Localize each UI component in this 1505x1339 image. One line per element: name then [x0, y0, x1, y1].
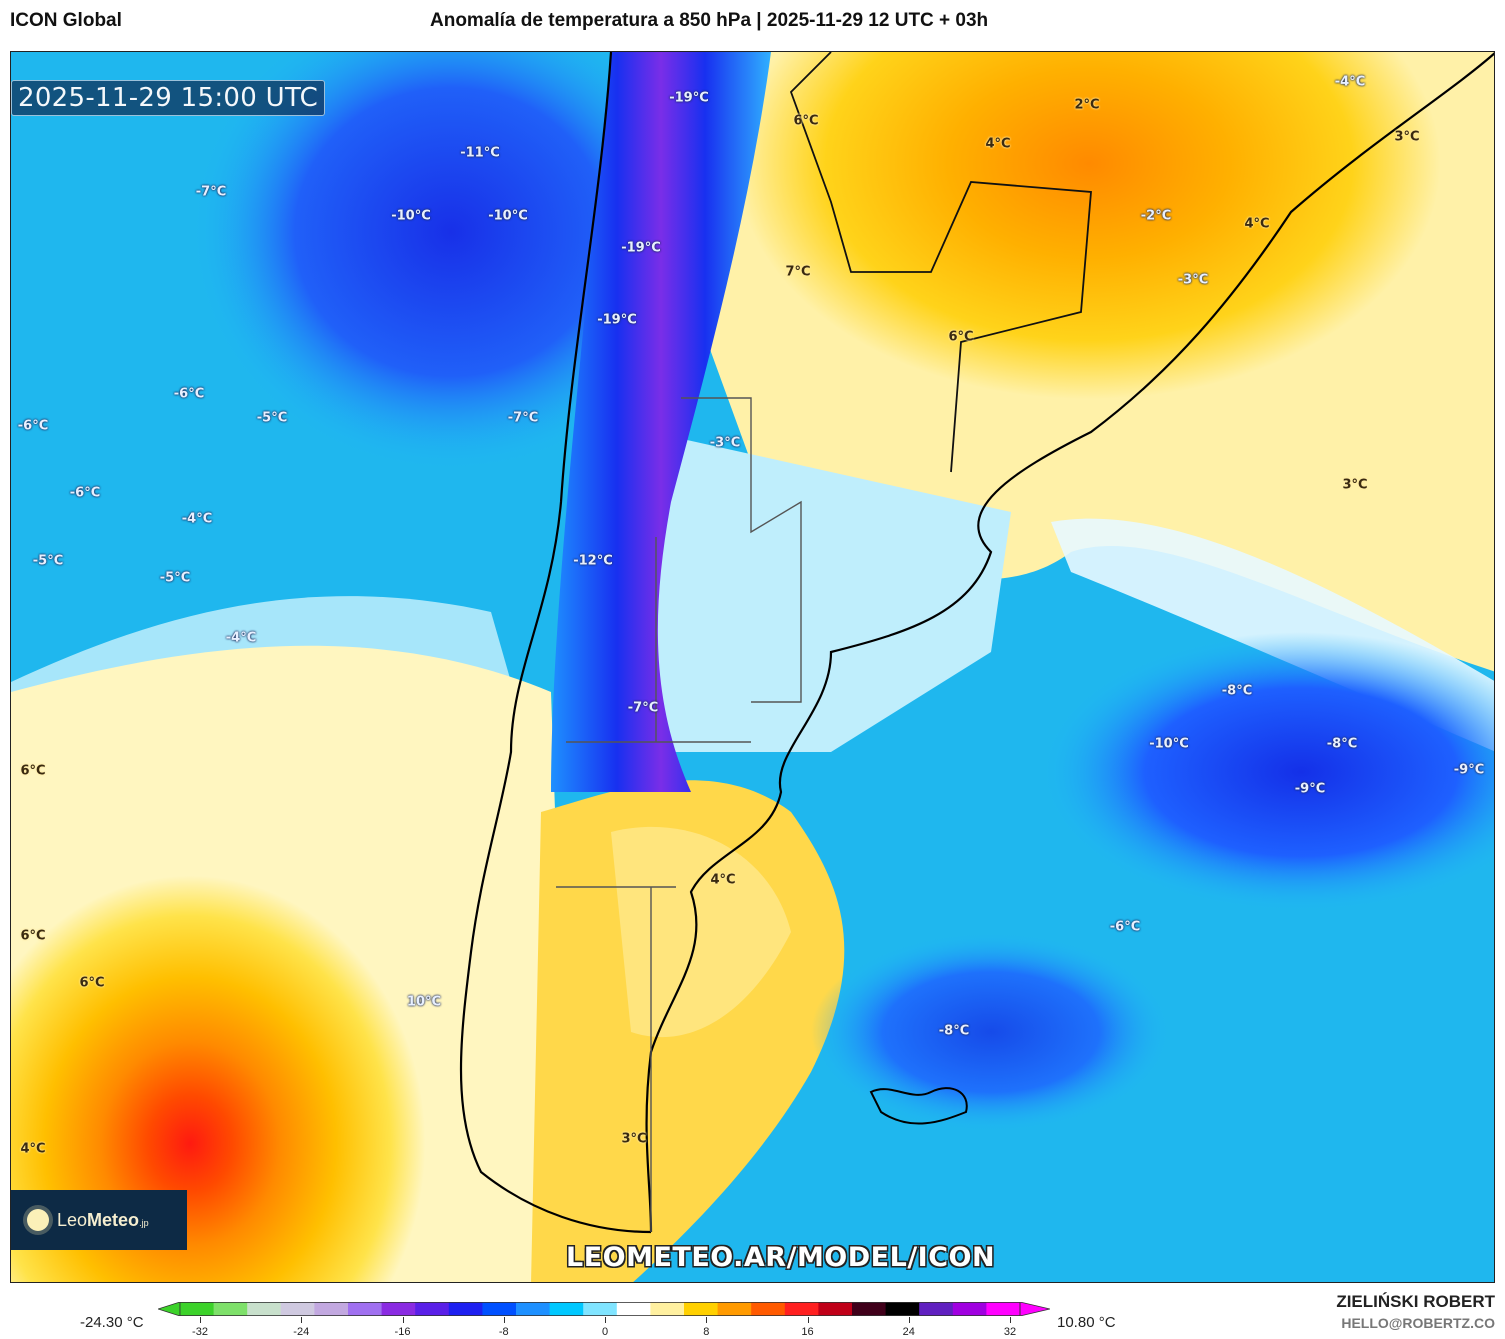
colorbar-max-label: 10.80 °C [1057, 1314, 1116, 1331]
colorbar-tick-label: -8 [498, 1326, 509, 1338]
colorbar-gradient [158, 1302, 1050, 1316]
contour-label: -5°C [256, 410, 288, 426]
contour-label: 10°C [406, 994, 442, 1010]
contour-label: -9°C [1453, 762, 1485, 778]
contour-label: 6°C [948, 329, 974, 345]
contour-label: 3°C [1394, 129, 1420, 145]
chart-title: Anomalía de temperatura a 850 hPa | 2025… [430, 10, 989, 31]
valid-time-badge: 2025-11-29 15:00 UTC [11, 80, 326, 116]
author-email[interactable]: HELLO@ROBERTZ.CO [1341, 1315, 1495, 1331]
colorbar: -24.30 °C -32 -24 -16 -8 0 8 16 24 32 10.80 °C [0, 1290, 1505, 1339]
contour-label: 4°C [985, 136, 1011, 152]
contour-label: 4°C [1244, 216, 1270, 232]
contour-label: -10°C [488, 208, 528, 224]
contour-label: 6°C [20, 763, 46, 779]
contour-label: -11°C [460, 145, 500, 161]
logo-text: LeoMeteo.jp [57, 1209, 149, 1230]
contour-label: -9°C [1294, 781, 1326, 797]
author-credit: ZIELIŃSKI ROBERT HELLO@ROBERTZ.CO [1336, 1292, 1495, 1331]
contour-label: -4°C [181, 511, 213, 527]
colorbar-tick-mark [402, 1317, 404, 1323]
colorbar-tick-label: 0 [601, 1326, 609, 1338]
colorbar-tick-label: -24 [293, 1326, 310, 1338]
colorbar-tick-mark [301, 1317, 303, 1323]
contour-label: 2°C [1074, 97, 1100, 113]
contour-label: -10°C [1149, 736, 1189, 752]
contour-label: -5°C [159, 570, 191, 586]
contour-label: -6°C [69, 485, 101, 501]
colorbar-tick-label: -32 [192, 1326, 208, 1338]
contour-label: 4°C [20, 1141, 46, 1157]
contour-label: -12°C [573, 553, 613, 569]
contour-label: 6°C [79, 975, 105, 991]
contour-label: -4°C [225, 630, 257, 646]
contour-label: 6°C [793, 113, 819, 129]
contour-label: 6°C [20, 928, 46, 944]
contour-label: 7°C [785, 264, 811, 280]
contour-label: -6°C [1109, 919, 1141, 935]
anomaly-field [11, 52, 1494, 1282]
author-name: ZIELIŃSKI ROBERT [1336, 1292, 1495, 1311]
colorbar-tick-label: 8 [703, 1326, 710, 1338]
contour-label: -3°C [1177, 272, 1209, 288]
colorbar-tick-label: -16 [394, 1326, 411, 1338]
contour-label: 3°C [1342, 477, 1368, 493]
colorbar-tick-label: 24 [902, 1326, 915, 1338]
colorbar-min-label: -24.30 °C [80, 1314, 144, 1331]
contour-label: 3°C [621, 1131, 647, 1147]
colorbar-tick-mark [807, 1317, 809, 1323]
contour-label: 4°C [710, 872, 736, 888]
contour-label: -3°C [709, 435, 741, 451]
colorbar-tick-mark [908, 1317, 910, 1323]
colorbar-tick-mark [605, 1317, 606, 1323]
contour-label: -10°C [391, 208, 431, 224]
contour-label: -2°C [1140, 208, 1172, 224]
colorbar-tick-label: 32 [1003, 1326, 1017, 1338]
sun-icon [27, 1209, 49, 1231]
leometeo-logo[interactable]: LeoMeteo.jp [11, 1190, 187, 1250]
colorbar-tick-mark [200, 1317, 201, 1323]
contour-label: -5°C [32, 553, 64, 569]
colorbar-tick-mark [1010, 1317, 1011, 1323]
contour-label: -8°C [938, 1023, 970, 1039]
site-watermark: LEOMETEO.AR/MODEL/ICON [566, 1242, 996, 1273]
contour-label: -7°C [507, 410, 539, 426]
colorbar-tick-mark [706, 1317, 708, 1323]
contour-label: -7°C [195, 184, 227, 200]
temperature-anomaly-map: 2025-11-29 15:00 UTC -19°C 6°C 2°C -4°C 3°C 4… [10, 51, 1495, 1283]
colorbar-tick-mark [503, 1317, 505, 1323]
contour-label: -19°C [621, 240, 661, 256]
contour-label: -7°C [627, 700, 659, 716]
contour-label: -8°C [1221, 683, 1253, 699]
colorbar-tick-label: 16 [801, 1326, 814, 1338]
model-name: ICON Global [10, 10, 122, 31]
contour-label: -4°C [1334, 74, 1366, 90]
contour-label: -6°C [173, 386, 205, 402]
contour-label: -19°C [669, 90, 709, 106]
contour-label: -19°C [597, 312, 637, 328]
contour-label: -8°C [1326, 736, 1358, 752]
contour-label: -6°C [17, 418, 49, 434]
